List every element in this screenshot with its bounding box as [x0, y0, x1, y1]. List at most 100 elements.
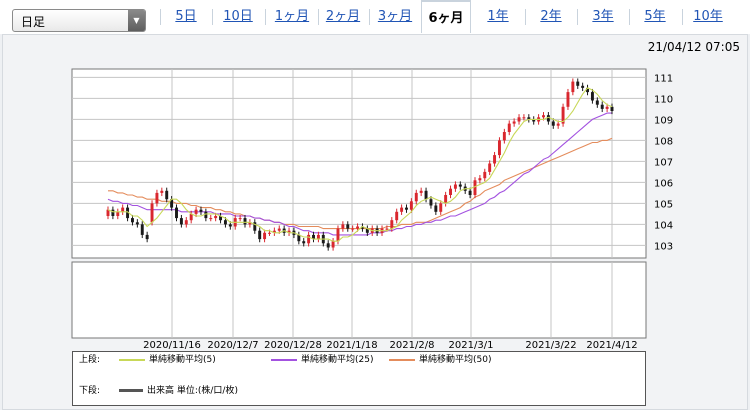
tab-separator — [629, 9, 630, 25]
candle-body — [365, 228, 369, 233]
candle-body — [610, 106, 614, 111]
tab-period-9[interactable]: 1年 — [487, 9, 509, 24]
tab-period-11[interactable]: 3年 — [592, 9, 614, 24]
legend-ma25: 単純移動平均(25) — [271, 354, 373, 366]
candle-body — [253, 222, 257, 231]
tab-period-8[interactable]: 6ヶ月 — [421, 0, 471, 33]
tab-period-13[interactable]: 10年 — [693, 9, 723, 24]
candle-body — [307, 234, 311, 244]
tab-period-6[interactable]: 2ヶ月 — [325, 9, 361, 24]
ma5-line — [107, 87, 613, 242]
legend-volume-label: 出来高 単位:(株/口/枚) — [147, 386, 238, 396]
x-tick-label: 2021/2/8 — [390, 340, 435, 351]
candle-body — [512, 121, 516, 124]
candle-body — [194, 209, 198, 214]
ma25-line — [107, 112, 612, 236]
candle-body — [223, 220, 227, 225]
candle-body — [238, 218, 242, 220]
candle-body — [135, 222, 139, 225]
y-tick-label: 111 — [654, 73, 673, 84]
candle-body — [199, 209, 203, 212]
candle-body — [263, 232, 267, 240]
candle-body — [400, 207, 404, 212]
candle-body — [170, 199, 174, 208]
candle-body — [302, 241, 306, 244]
candle-body — [497, 140, 501, 156]
candle-body — [473, 180, 477, 195]
chart-timestamp: 21/04/12 07:05 — [647, 40, 740, 54]
legend-volume: 出来高 単位:(株/口/枚) — [119, 385, 238, 397]
candle-body — [507, 123, 511, 132]
tab-separator — [681, 9, 683, 25]
tab-period-5[interactable]: 1ヶ月 — [274, 9, 310, 24]
candle-body — [228, 224, 232, 227]
candle-body — [287, 230, 291, 233]
candle-body — [272, 230, 276, 233]
candle-body — [502, 132, 506, 141]
candle-body — [248, 222, 252, 225]
candle-body — [458, 184, 462, 187]
tab-separator — [524, 9, 526, 25]
candle-body — [189, 213, 193, 221]
legend-lower-label: 下段: — [79, 386, 101, 396]
candle-body — [605, 106, 609, 109]
legend-upper-label: 上段: — [79, 355, 101, 365]
tab-separator — [212, 9, 213, 25]
legend-ma5: 単純移動平均(5) — [119, 354, 216, 366]
candle-body — [331, 241, 335, 248]
tab-separator — [265, 9, 266, 25]
candle-body — [395, 211, 399, 221]
legend-ma50: 単純移動平均(50) — [389, 354, 491, 366]
candle-body — [409, 201, 413, 210]
ma50-line-swatch — [389, 358, 415, 361]
y-tick-label: 109 — [654, 115, 673, 126]
candle-body — [140, 224, 144, 235]
tab-separator — [160, 9, 161, 25]
tab-period-3[interactable]: 5日 — [175, 9, 197, 24]
candle-body — [532, 119, 536, 122]
y-tick-label: 105 — [654, 199, 673, 210]
x-tick-label: 2020/12/28 — [264, 340, 322, 351]
candle-body — [360, 226, 364, 229]
volume-plot-area — [71, 261, 647, 339]
candle-body — [214, 216, 218, 219]
candle-body — [316, 234, 320, 240]
candle-period-select[interactable]: 日足 ▼ — [12, 9, 146, 32]
candle-body — [385, 228, 389, 230]
tab-period-12[interactable]: 5年 — [644, 9, 666, 24]
candle-body — [126, 207, 130, 219]
candle-body — [576, 81, 580, 86]
x-tick-label: 2020/11/16 — [143, 340, 201, 351]
candle-body — [478, 178, 482, 181]
candle-body — [595, 100, 599, 105]
candle-body — [150, 203, 154, 223]
candle-body — [155, 192, 159, 204]
candle-body — [449, 188, 452, 195]
candle-body — [414, 192, 418, 202]
candle-body — [419, 190, 423, 193]
candle-body — [160, 190, 164, 193]
candle-body — [268, 232, 271, 234]
volume-line-swatch — [119, 389, 143, 392]
candle-body — [561, 106, 565, 124]
candle-body — [551, 121, 555, 126]
chevron-down-icon: ▼ — [128, 10, 145, 31]
tab-period-10[interactable]: 2年 — [540, 9, 562, 24]
candle-body — [434, 205, 438, 212]
tab-period-4[interactable]: 10日 — [223, 9, 253, 24]
tab-separator — [577, 9, 578, 25]
candle-body — [165, 190, 169, 200]
candle-body — [493, 155, 497, 164]
candle-body — [468, 190, 472, 195]
chart-legend: 上段: 単純移動平均(5) 単純移動平均(25) 単純移動平均(50) 下段: … — [72, 351, 646, 406]
tab-period-7[interactable]: 3ヶ月 — [377, 9, 413, 24]
candle-body — [356, 226, 360, 229]
y-tick-label: 104 — [654, 220, 673, 231]
y-tick-label: 110 — [654, 94, 673, 105]
tab-separator — [369, 9, 370, 25]
candle-body — [581, 85, 585, 88]
candle-body — [175, 207, 178, 219]
candle-body — [444, 195, 448, 204]
candle-body — [566, 92, 570, 107]
